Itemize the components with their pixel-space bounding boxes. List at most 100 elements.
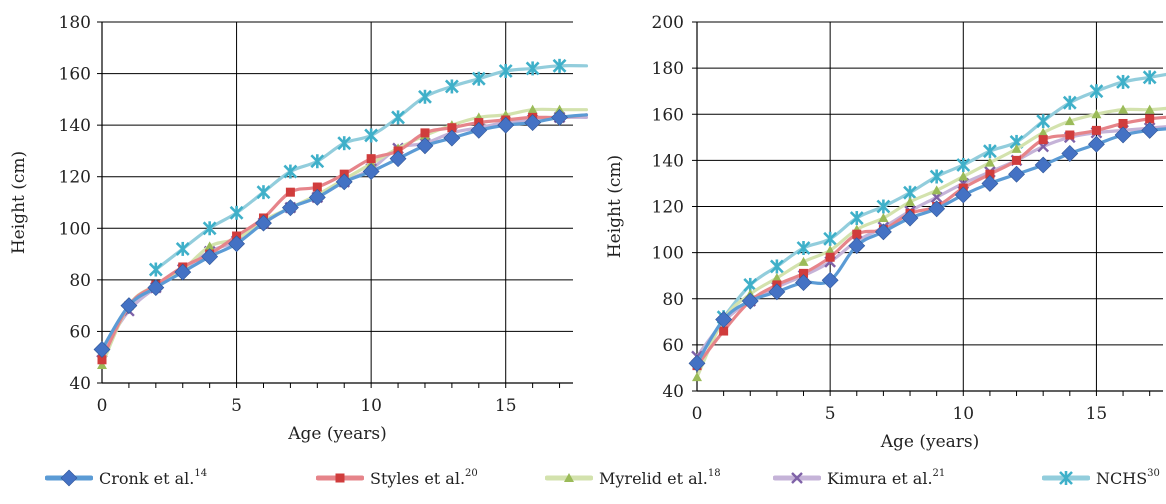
x-tick-label: 0: [692, 404, 703, 424]
y-tick-label: 160: [652, 105, 684, 125]
data-point: [741, 292, 759, 310]
data-point: [148, 262, 163, 277]
legend-label: Myrelid et al.: [599, 468, 708, 488]
data-point: [175, 241, 190, 256]
data-point: [929, 169, 944, 184]
data-point: [256, 185, 271, 200]
data-point: [768, 283, 786, 301]
x-tick-label: 10: [360, 396, 382, 416]
data-point: [416, 137, 434, 155]
y-tick-label: 100: [652, 244, 684, 264]
data-point: [310, 154, 325, 169]
data-point: [174, 263, 192, 281]
data-point: [1088, 135, 1105, 153]
data-point: [229, 205, 244, 220]
y-tick-label: 120: [652, 198, 684, 218]
data-point: [443, 129, 461, 147]
data-point: [958, 171, 969, 181]
data-point: [825, 252, 835, 262]
legend-item-cronk: Cronk et al.14: [45, 464, 207, 492]
x-axis-label: Age (years): [287, 424, 387, 444]
data-point: [1116, 74, 1130, 89]
series-asterisk: [716, 70, 1166, 325]
data-point: [1038, 135, 1048, 145]
legend-marker: [335, 473, 345, 483]
data-point: [1142, 70, 1157, 85]
legend-marker: [791, 472, 803, 484]
data-point: [874, 223, 892, 241]
y-tick-label: 60: [69, 322, 91, 342]
y-axis-label: Height (cm): [9, 151, 29, 254]
data-point: [982, 144, 997, 159]
data-point: [715, 311, 733, 328]
data-point: [1008, 165, 1025, 183]
series-diamond: [688, 121, 1166, 372]
legend-label: Styles et al.: [370, 468, 466, 488]
data-point: [147, 279, 165, 297]
data-point: [692, 372, 702, 382]
data-point: [551, 108, 568, 126]
legend-marker: [1059, 471, 1073, 485]
y-tick-label: 80: [662, 290, 684, 310]
data-point: [497, 116, 515, 134]
data-point: [821, 271, 839, 289]
data-point: [984, 157, 995, 167]
data-point: [228, 235, 245, 253]
data-point: [389, 150, 407, 168]
y-tick-label: 120: [59, 168, 91, 188]
data-point: [120, 297, 138, 315]
legend-item-styles: Styles et al.20: [316, 464, 478, 492]
data-point: [928, 200, 946, 218]
data-point: [202, 221, 217, 236]
data-point: [985, 169, 995, 179]
y-tick-label: 40: [69, 374, 91, 394]
series-line: [695, 115, 1166, 368]
data-point: [901, 209, 919, 227]
x-tick-label: 0: [97, 396, 108, 416]
data-point: [1062, 95, 1077, 110]
data-point: [852, 229, 862, 239]
legend-ref: 20: [465, 468, 478, 480]
data-point: [1145, 114, 1155, 124]
data-point: [335, 173, 353, 191]
data-point: [1144, 104, 1155, 114]
x-axis-label: Age (years): [880, 432, 980, 452]
data-point: [905, 196, 916, 206]
data-point: [931, 185, 942, 195]
data-point: [795, 274, 812, 292]
legend-ref: 21: [932, 468, 946, 480]
data-point: [285, 187, 295, 197]
data-point: [337, 136, 352, 151]
y-axis-label: Height (cm): [605, 155, 625, 258]
data-point: [93, 341, 111, 358]
data-point: [688, 354, 706, 372]
y-tick-label: 140: [59, 116, 91, 136]
data-point: [418, 89, 432, 104]
data-point: [1011, 143, 1022, 153]
data-point: [878, 213, 889, 223]
y-tick-label: 100: [59, 219, 91, 239]
legend-swatch-square-icon: [316, 473, 364, 483]
data-point: [1034, 156, 1052, 174]
data-point: [471, 71, 486, 86]
x-tick-label: 15: [495, 396, 517, 416]
data-point: [420, 128, 430, 138]
data-point: [255, 214, 272, 232]
data-point: [498, 63, 513, 78]
data-point: [876, 199, 891, 214]
data-point: [362, 163, 380, 180]
data-point: [201, 248, 219, 266]
data-point: [796, 241, 811, 256]
legend-item-myrelid: Myrelid et al.18: [545, 464, 721, 492]
y-tick-label: 180: [652, 59, 684, 79]
legend: Cronk et al.14 Styles et al.20 Myrelid e…: [0, 458, 1166, 498]
data-point: [308, 188, 326, 206]
data-point: [719, 326, 729, 336]
legend-swatch-triangle-icon: [545, 473, 593, 482]
y-tick-label: 180: [59, 13, 91, 33]
data-point: [525, 61, 540, 76]
y-tick-label: 200: [652, 13, 684, 33]
x-tick-label: 5: [825, 404, 836, 424]
data-point: [444, 79, 459, 94]
legend-label: Cronk et al.: [99, 468, 195, 488]
